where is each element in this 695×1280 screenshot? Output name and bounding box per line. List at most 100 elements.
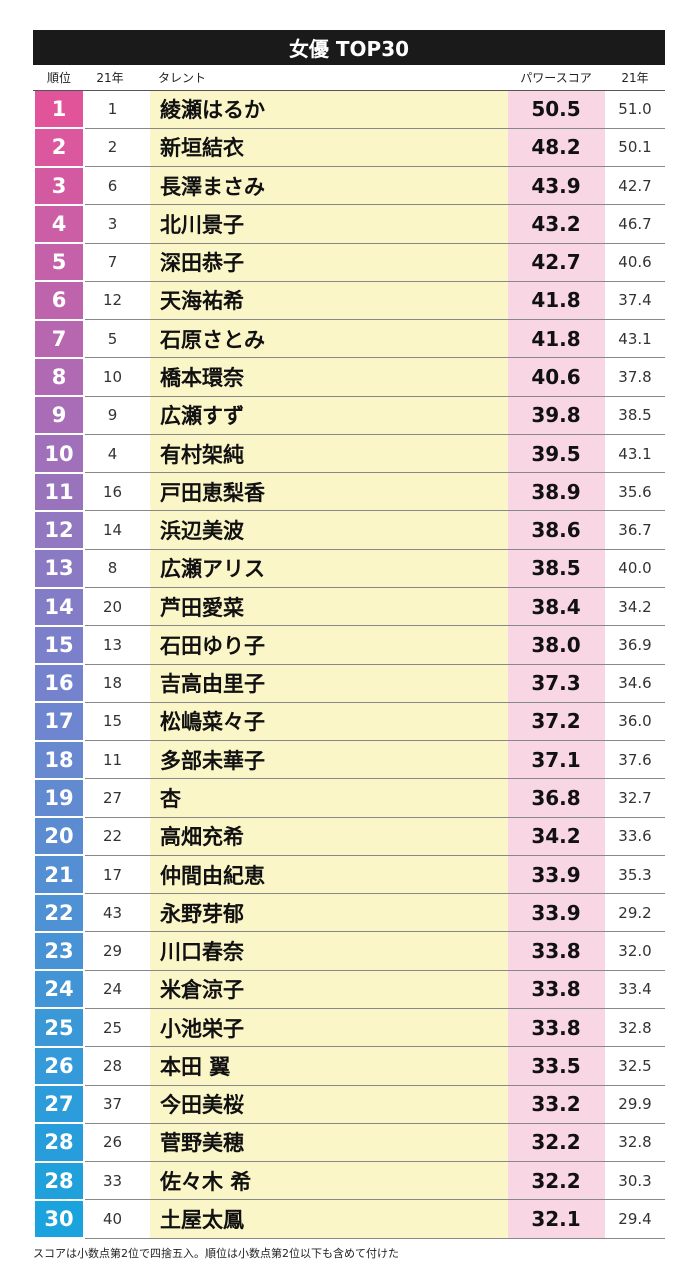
row-divider [85, 1199, 665, 1201]
rank-cell-bg [35, 1162, 83, 1199]
rank: 9 [51, 403, 67, 428]
prev-rank: 18 [102, 674, 123, 693]
talent-name: 石田ゆり子 [160, 633, 265, 658]
prev-score: 38.5 [618, 406, 652, 425]
talent-name: 北川景子 [160, 212, 244, 237]
column-header: 順位 [46, 71, 71, 85]
table-title: 女優 TOP30 [33, 30, 665, 65]
rank-cell-bg [35, 1200, 83, 1238]
talent-name: 橋本環奈 [160, 366, 244, 390]
rank: 16 [44, 671, 74, 696]
prev-score: 35.6 [618, 482, 652, 501]
row-divider [85, 1007, 665, 1009]
prev-score: 37.8 [618, 368, 652, 386]
power-score: 37.2 [531, 709, 581, 734]
row-divider [85, 778, 665, 780]
rank: 14 [44, 594, 74, 619]
rank-cell-bg [35, 1009, 83, 1046]
rank: 26 [44, 1053, 74, 1078]
talent-name: 菅野美穂 [160, 1131, 244, 1156]
column-header: タレント [158, 71, 207, 85]
column-header: 21年 [621, 71, 649, 85]
talent-name: 天海祐希 [160, 289, 244, 314]
row-divider [85, 931, 665, 933]
prev-rank: 13 [102, 635, 123, 654]
rank: 1 [51, 97, 67, 122]
prev-score: 32.0 [618, 942, 652, 961]
prev-rank: 9 [107, 406, 118, 425]
prev-rank: 28 [102, 1056, 123, 1075]
power-score: 42.7 [531, 250, 581, 275]
talent-name: 松嶋菜々子 [160, 710, 265, 735]
power-score: 37.1 [531, 747, 581, 772]
rank-cell-bg [35, 358, 83, 396]
talent-name: 米倉涼子 [160, 978, 244, 1003]
talent-name: 有村架純 [160, 442, 244, 467]
power-score: 48.2 [531, 135, 581, 160]
power-score: 43.9 [531, 173, 581, 198]
prev-rank: 26 [102, 1133, 123, 1152]
prev-score: 36.7 [618, 521, 652, 540]
rank-cell-bg [35, 91, 83, 128]
talent-name: 新垣結衣 [160, 136, 244, 161]
power-score: 38.5 [531, 556, 581, 581]
rank-cell-bg [35, 167, 83, 204]
rank-cell-bg [35, 435, 83, 472]
power-score: 41.8 [531, 288, 581, 313]
talent-name: 永野芽郁 [160, 901, 244, 926]
rank-cell-bg [35, 1086, 83, 1123]
row-divider [85, 663, 665, 665]
talent-name: 戸田恵梨香 [160, 480, 265, 505]
rank: 30 [44, 1206, 74, 1231]
prev-rank: 14 [102, 521, 123, 540]
rank: 18 [44, 747, 74, 772]
power-score: 33.8 [531, 939, 581, 964]
power-score: 38.4 [531, 594, 581, 619]
rank: 2 [51, 135, 67, 160]
rank: 3 [51, 173, 67, 198]
row-divider [85, 701, 665, 703]
prev-score: 29.9 [618, 1095, 652, 1114]
rank: 5 [51, 250, 67, 275]
talent-name: 石原さとみ [160, 327, 265, 352]
row-divider [85, 433, 665, 435]
rank-cell-bg [35, 282, 83, 319]
prev-score: 34.2 [618, 597, 652, 616]
talent-name: 長澤まさみ [160, 174, 265, 199]
rank: 13 [44, 556, 74, 581]
rank-cell-bg [35, 818, 83, 855]
rank: 22 [44, 900, 74, 925]
rank: 12 [44, 518, 74, 543]
rank: 20 [44, 824, 74, 849]
prev-score: 51.0 [618, 100, 652, 119]
prev-score: 50.1 [618, 138, 652, 157]
rank: 8 [51, 365, 67, 389]
rank-cell-bg [35, 244, 83, 281]
talent-name: 多部未華子 [160, 748, 265, 773]
talent-name: 高畑充希 [160, 825, 244, 850]
rank-cell-bg [35, 1047, 83, 1085]
rank-cell-bg [35, 473, 83, 510]
power-score: 39.5 [531, 441, 581, 466]
rank-cell-bg [35, 550, 83, 587]
rank-cell-bg [35, 703, 83, 740]
rank: 15 [44, 632, 74, 657]
power-score: 50.5 [531, 97, 581, 122]
rank: 21 [44, 862, 74, 887]
talent-name: 深田恭子 [160, 251, 244, 276]
power-score: 40.6 [531, 365, 581, 389]
talent-name: 土屋太鳳 [160, 1207, 244, 1232]
row-divider [85, 740, 665, 742]
talent-name: 広瀬すず [160, 404, 244, 429]
prev-rank: 37 [102, 1095, 123, 1114]
rank-cell-bg [35, 588, 83, 625]
prev-rank: 33 [102, 1171, 123, 1190]
prev-rank: 2 [107, 138, 118, 157]
row-divider [85, 166, 665, 168]
prev-rank: 12 [102, 291, 123, 310]
talent-name: 綾瀬はるか [160, 98, 265, 123]
row-divider [85, 893, 665, 895]
power-score: 38.0 [531, 632, 581, 657]
prev-rank: 22 [102, 827, 123, 846]
rank: 6 [51, 288, 67, 313]
